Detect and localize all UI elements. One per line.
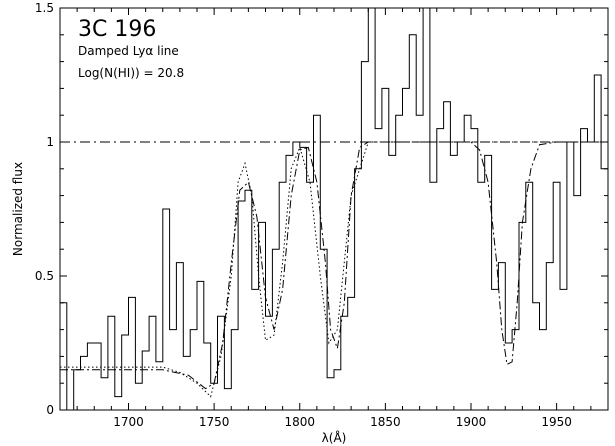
chart-annotation-line1: Damped Lyα line — [78, 44, 179, 58]
series-histogram-0 — [60, 7, 608, 411]
y-tick-label: 0.5 — [35, 269, 54, 283]
x-tick-label: 1750 — [199, 415, 230, 429]
y-tick-label: 1.5 — [35, 1, 54, 15]
y-axis-title: Normalized flux — [11, 162, 25, 256]
x-tick-label: 1850 — [370, 415, 401, 429]
y-tick-label: 0 — [46, 403, 54, 417]
series-dotted-3 — [60, 141, 608, 398]
x-tick-label: 1900 — [456, 415, 487, 429]
x-tick-label: 1800 — [284, 415, 315, 429]
x-axis-title: λ(Å) — [322, 430, 347, 445]
series-dashed-2 — [60, 141, 608, 390]
chart-annotation-line2: Log(N(HI)) = 20.8 — [78, 66, 184, 80]
x-tick-label: 1950 — [541, 415, 572, 429]
y-tick-label: 1 — [46, 135, 54, 149]
x-tick-label: 1700 — [113, 415, 144, 429]
chart-annotation-title: 3C 196 — [78, 17, 156, 42]
